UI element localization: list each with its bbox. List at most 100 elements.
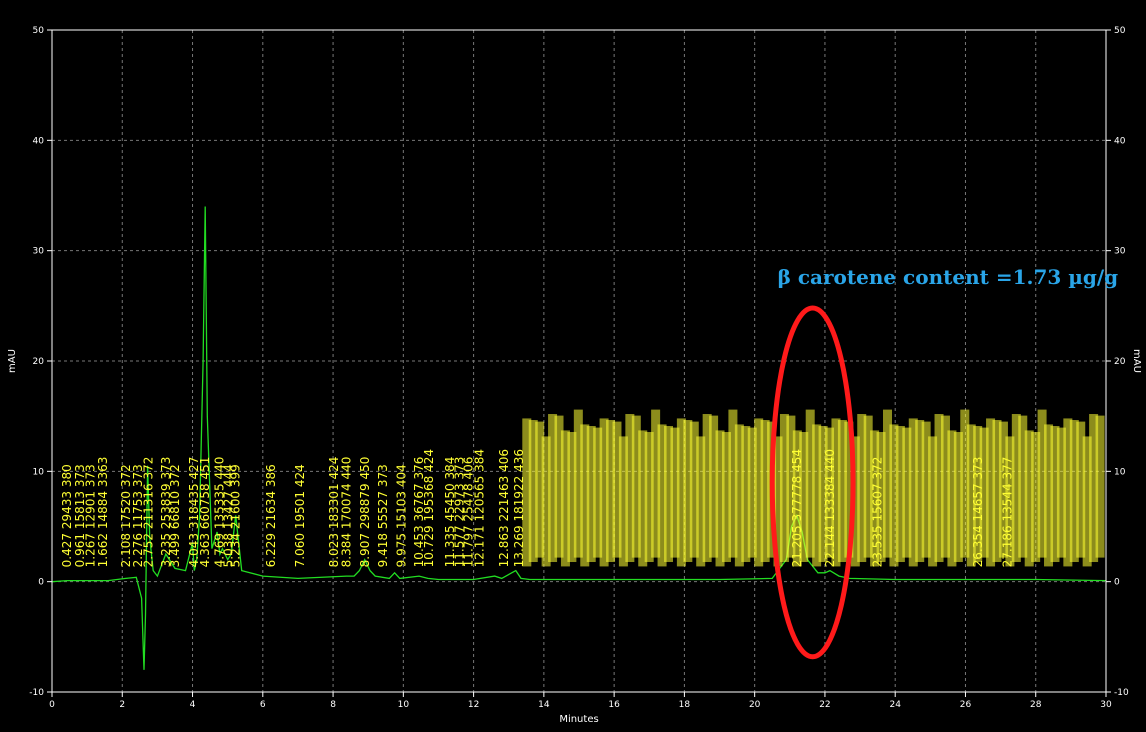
dense-label-glyph <box>586 426 596 563</box>
x-tick-label: 4 <box>190 700 196 710</box>
x-axis-label: Minutes <box>559 714 598 725</box>
dense-label-glyph <box>638 430 648 567</box>
y-tick-label: 20 <box>33 357 45 367</box>
dense-label-glyph <box>1076 421 1086 558</box>
dense-label-glyph <box>554 415 564 558</box>
peak-label: 0.961 15813 373 <box>73 464 87 567</box>
x-tick-label: 0 <box>49 700 55 710</box>
dense-label-glyph <box>1005 436 1015 567</box>
peak-label: 2.752 211316 372 <box>142 457 156 568</box>
dense-label-glyph <box>831 418 841 567</box>
dense-label-glyph <box>799 432 809 563</box>
dense-label-glyph <box>1069 420 1079 563</box>
dense-label-glyph <box>844 421 854 558</box>
dense-label-glyph <box>934 414 944 563</box>
dense-label-glyph <box>612 421 622 558</box>
x-tick-label: 18 <box>679 700 691 710</box>
dense-label-glyph <box>664 426 674 563</box>
dense-label-glyph <box>973 426 983 563</box>
dense-label-glyph <box>825 427 835 558</box>
dense-label-glyph <box>940 415 950 558</box>
dense-label-glyph <box>625 414 635 563</box>
dense-label-glyph <box>1050 426 1060 563</box>
dense-label-glyph <box>1082 436 1092 567</box>
dense-label-glyph <box>728 409 738 558</box>
y-tick-label: 10 <box>33 467 45 477</box>
dense-label-glyph <box>792 430 802 567</box>
y-tick-label-right: 20 <box>1114 357 1126 367</box>
dense-label-glyph <box>541 436 551 567</box>
peak-label: 9.975 15103 404 <box>395 464 409 567</box>
dense-label-glyph <box>741 426 751 563</box>
peak-label: 11.797 25478 406 <box>461 457 475 568</box>
y-tick-label-right: 40 <box>1114 136 1126 146</box>
x-tick-label: 20 <box>749 700 761 710</box>
peak-label: 27.186 13544 377 <box>1000 457 1014 568</box>
y-tick-label: 30 <box>33 247 45 257</box>
y-tick-label-right: -10 <box>1114 688 1129 698</box>
peak-label: 26.354 14657 373 <box>971 457 985 568</box>
dense-label-glyph <box>895 426 905 563</box>
x-tick-label: 12 <box>468 700 479 710</box>
dense-label-glyph <box>593 427 603 558</box>
tick-labels: 0 2 4 6 8 10 12 14 16 18 20 22 24 26 28 30-10 -100 010 102… <box>29 26 1129 710</box>
peak-label: 2.108 17520 372 <box>119 464 133 567</box>
peak-label: 6.229 21634 386 <box>264 464 278 567</box>
y-tick-label-right: 50 <box>1114 26 1126 36</box>
peak-label: 5.234 21600 399 <box>229 464 243 567</box>
dense-label-glyph <box>889 424 899 567</box>
peak-label: 0.427 29433 380 <box>60 464 74 567</box>
peak-label: 5.038 13427 444 <box>222 464 236 567</box>
peak-label: 4.043 318435 427 <box>187 457 201 568</box>
dense-label-glyph <box>676 418 686 567</box>
dense-label-glyph <box>1018 415 1028 558</box>
dense-label-glyph <box>644 432 654 563</box>
x-tick-label: 28 <box>1030 700 1042 710</box>
peak-label: 13.269 181922 436 <box>512 449 526 567</box>
dense-label-glyph <box>992 420 1002 563</box>
y-tick-label-right: 0 <box>1114 578 1120 588</box>
dense-label-glyph <box>928 436 938 567</box>
peak-label: 7.060 19501 424 <box>293 464 307 567</box>
dense-label-glyph <box>715 430 725 567</box>
x-tick-label: 22 <box>819 700 830 710</box>
dense-label-glyph <box>921 421 931 558</box>
dense-label-glyph <box>754 418 764 567</box>
dense-label-glyph <box>1011 414 1021 563</box>
dense-label-glyph <box>773 436 783 567</box>
x-tick-label: 10 <box>398 700 410 710</box>
dense-label-glyph <box>998 421 1008 558</box>
peak-label: 1.267 12901 373 <box>84 464 98 567</box>
dense-label-glyph <box>702 414 712 563</box>
peak-label: 1.662 14884 3363 <box>96 457 110 568</box>
dense-label-glyph <box>966 424 976 567</box>
dense-label-glyph <box>876 432 886 563</box>
peak-label: 12.863 221463 406 <box>497 449 511 567</box>
dense-label-glyph <box>960 409 970 558</box>
dense-label-glyph <box>651 409 661 558</box>
dense-label-glyph <box>915 420 925 563</box>
x-tick-label: 8 <box>330 700 336 710</box>
dense-label-glyph <box>979 427 989 558</box>
peak-label: 8.907 298879 450 <box>358 457 372 568</box>
dense-label-glyph <box>689 421 699 558</box>
x-tick-label: 24 <box>889 700 901 710</box>
dense-label-glyph <box>953 432 963 563</box>
x-tick-label: 2 <box>119 700 125 710</box>
dense-label-glyph <box>721 432 731 563</box>
dense-label-glyph <box>863 415 873 558</box>
dense-label-glyph <box>1031 432 1041 563</box>
dense-label-glyph <box>1024 430 1034 567</box>
y-tick-label: 50 <box>33 26 45 36</box>
dense-label-glyph <box>683 420 693 563</box>
dense-label-glyph <box>709 415 719 558</box>
dense-label-glyph <box>535 421 545 558</box>
peak-label: 12.171 120565 384 <box>473 449 487 567</box>
dense-label-glyph <box>696 436 706 567</box>
dense-label-glyph <box>1089 414 1099 563</box>
dense-label-glyph <box>786 415 796 558</box>
dense-label-glyph <box>599 418 609 567</box>
dense-label-glyph <box>902 427 912 558</box>
